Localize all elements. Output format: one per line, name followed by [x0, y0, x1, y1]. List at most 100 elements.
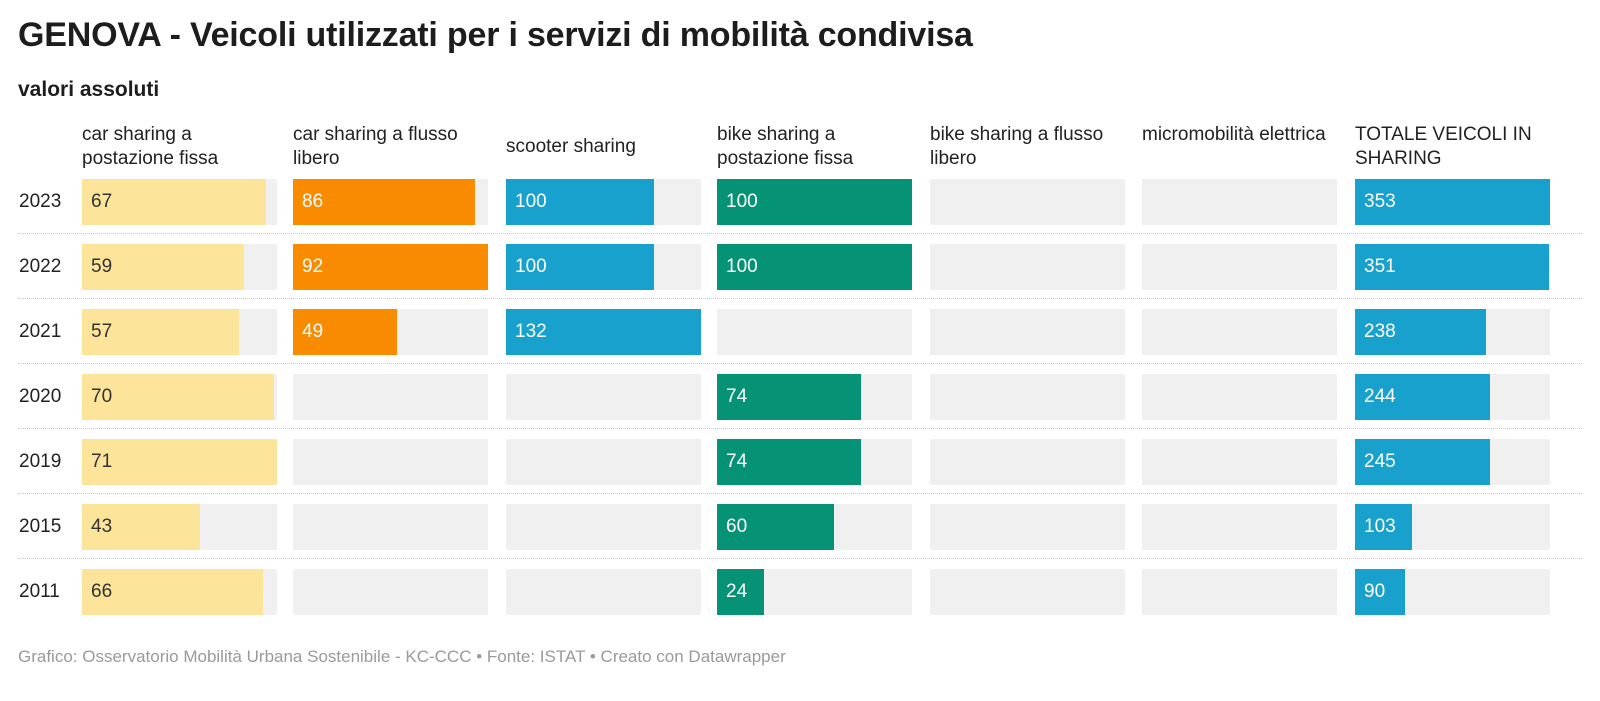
- column-header-2: scooter sharing: [506, 136, 636, 157]
- bar: [506, 309, 701, 355]
- bar-track: [930, 244, 1125, 290]
- bar: [1355, 439, 1491, 485]
- bar-track: [1142, 504, 1337, 550]
- bar-track: [1142, 439, 1337, 485]
- bar-track: 49: [293, 309, 488, 355]
- data-label: 245: [1364, 451, 1396, 472]
- bar-track: [930, 569, 1125, 615]
- bar-track: 57: [82, 309, 277, 355]
- data-label: 100: [726, 256, 758, 277]
- bar-track: [293, 504, 488, 550]
- bar-track: [930, 504, 1125, 550]
- bar-track: [930, 439, 1125, 485]
- bar-track: 74: [717, 439, 912, 485]
- bar-track: [930, 309, 1125, 355]
- column-header-4: bike sharing a flusso libero: [930, 124, 1104, 169]
- bar-track: 100: [717, 179, 912, 225]
- data-label: 24: [726, 581, 748, 602]
- bar-track: 24: [717, 569, 912, 615]
- row-label-2023: 2023: [19, 191, 62, 212]
- data-label: 66: [91, 581, 113, 602]
- bar-track: [293, 439, 488, 485]
- row-separator: [18, 493, 1582, 494]
- bar-track: 90: [1355, 569, 1550, 615]
- chart-title: GENOVA - Veicoli utilizzati per i serviz…: [18, 16, 973, 54]
- bar: [293, 244, 488, 290]
- bar-track: 59: [82, 244, 277, 290]
- row-separator: [18, 298, 1582, 299]
- bar-track: [506, 504, 701, 550]
- row-separator: [18, 363, 1582, 364]
- data-label: 43: [91, 516, 113, 537]
- column-header-5: micromobilità elettrica: [1142, 124, 1326, 145]
- bar-track: [1142, 374, 1337, 420]
- bar: [82, 504, 201, 550]
- bar-track: 67: [82, 179, 277, 225]
- column-header-0: car sharing a postazione fissa: [82, 124, 219, 169]
- bar-track: [293, 569, 488, 615]
- bar: [717, 504, 834, 550]
- data-label: 100: [515, 256, 547, 277]
- bar-track: 100: [506, 179, 701, 225]
- row-separator: [18, 428, 1582, 429]
- bar: [506, 244, 654, 290]
- bar: [293, 179, 476, 225]
- bar-track: [506, 569, 701, 615]
- data-label: 86: [302, 191, 324, 212]
- bar-track: 71: [82, 439, 277, 485]
- bar: [82, 569, 264, 615]
- data-label: 67: [91, 191, 113, 212]
- data-label: 59: [91, 256, 113, 277]
- bar-track: 66: [82, 569, 277, 615]
- bar-track: [506, 439, 701, 485]
- bar-track: 103: [1355, 504, 1550, 550]
- data-label: 60: [726, 516, 748, 537]
- data-label: 70: [91, 386, 113, 407]
- data-label: 351: [1364, 256, 1396, 277]
- bar: [506, 179, 654, 225]
- bar-track: 353: [1355, 179, 1550, 225]
- row-label-2020: 2020: [19, 386, 62, 407]
- bar: [82, 374, 275, 420]
- row-label-2022: 2022: [19, 256, 62, 277]
- bar-track: [1142, 309, 1337, 355]
- data-label: 90: [1364, 581, 1386, 602]
- column-header-1: car sharing a flusso libero: [293, 124, 458, 169]
- bar: [717, 374, 862, 420]
- bar: [717, 439, 862, 485]
- bar-track: 244: [1355, 374, 1550, 420]
- data-label: 238: [1364, 321, 1396, 342]
- bar-track: 60: [717, 504, 912, 550]
- bar: [1355, 244, 1549, 290]
- data-label: 132: [515, 321, 547, 342]
- data-label: 100: [726, 191, 758, 212]
- bar-track: 70: [82, 374, 277, 420]
- row-label-2015: 2015: [19, 516, 62, 537]
- bar-track: 100: [506, 244, 701, 290]
- bar-track: 351: [1355, 244, 1550, 290]
- bar-track: 238: [1355, 309, 1550, 355]
- bar: [717, 179, 912, 225]
- bar: [1355, 309, 1487, 355]
- data-label: 244: [1364, 386, 1396, 407]
- bar-track: [717, 309, 912, 355]
- data-label: 353: [1364, 191, 1396, 212]
- bar: [717, 244, 912, 290]
- bar-track: 100: [717, 244, 912, 290]
- bar: [82, 179, 266, 225]
- bar-track: [930, 374, 1125, 420]
- bar: [82, 244, 245, 290]
- data-label: 71: [91, 451, 113, 472]
- bar: [1355, 374, 1490, 420]
- bar-track: 132: [506, 309, 701, 355]
- bar: [1355, 179, 1550, 225]
- bar: [1355, 504, 1412, 550]
- bar-track: 43: [82, 504, 277, 550]
- bar-track: [293, 374, 488, 420]
- chart-footer: Grafico: Osservatorio Mobilità Urbana So…: [18, 647, 786, 666]
- row-separator: [18, 233, 1582, 234]
- data-label: 100: [515, 191, 547, 212]
- bar: [717, 569, 764, 615]
- data-label: 74: [726, 451, 748, 472]
- bar-track: [1142, 569, 1337, 615]
